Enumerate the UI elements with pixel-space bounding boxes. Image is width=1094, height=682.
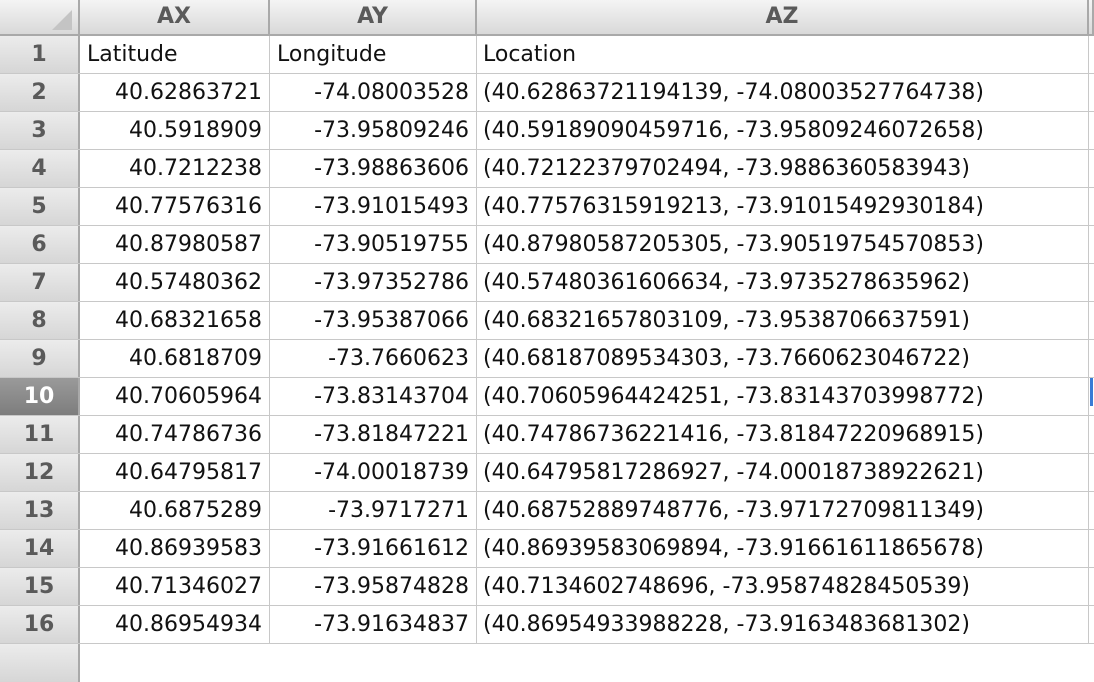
cell-location[interactable]: (40.77576315919213, -73.91015492930184) xyxy=(477,188,1089,225)
table-row: 6 40.87980587 -73.90519755 (40.879805872053… xyxy=(0,226,1094,264)
table-row: 9 40.6818709 -73.7660623 (40.68187089534303… xyxy=(0,340,1094,378)
row-header[interactable]: 6 xyxy=(0,226,80,263)
cell-latitude[interactable]: 40.86939583 xyxy=(80,530,270,567)
select-all-triangle-icon xyxy=(52,10,72,30)
table-row: 15 40.71346027 -73.95874828 (40.71346027486… xyxy=(0,568,1094,606)
cell-longitude[interactable]: -73.91015493 xyxy=(270,188,477,225)
cell-location[interactable]: (40.68321657803109, -73.9538706637591) xyxy=(477,302,1089,339)
cell-longitude[interactable]: Longitude xyxy=(270,36,477,73)
table-row: 11 40.74786736 -73.81847221 (40.74786736221… xyxy=(0,416,1094,454)
row-header[interactable]: 16 xyxy=(0,606,80,643)
cell-longitude[interactable]: -74.08003528 xyxy=(270,74,477,111)
cell-longitude[interactable]: -73.83143704 xyxy=(270,378,477,415)
cell-longitude[interactable]: -73.81847221 xyxy=(270,416,477,453)
cell-location[interactable]: (40.68752889748776, -73.97172709811349) xyxy=(477,492,1089,529)
cell-longitude[interactable]: -73.95874828 xyxy=(270,568,477,605)
cell-latitude[interactable]: 40.68321658 xyxy=(80,302,270,339)
cell-longitude[interactable]: -73.9717271 xyxy=(270,492,477,529)
cell-latitude[interactable]: 40.6818709 xyxy=(80,340,270,377)
cell-latitude[interactable]: 40.7212238 xyxy=(80,150,270,187)
cell-longitude[interactable]: -73.97352786 xyxy=(270,264,477,301)
cell-longitude[interactable]: -74.00018739 xyxy=(270,454,477,491)
grid-rows: 1 Latitude Longitude Location 2 40.62863721 -7… xyxy=(0,36,1094,644)
cell-longitude[interactable]: -73.95809246 xyxy=(270,112,477,149)
cell-location[interactable]: (40.87980587205305, -73.90519754570853) xyxy=(477,226,1089,263)
cell-location[interactable]: (40.57480361606634, -73.9735278635962) xyxy=(477,264,1089,301)
cell-location[interactable]: (40.68187089534303, -73.7660623046722) xyxy=(477,340,1089,377)
table-row: 10 40.70605964 -73.83143704 (40.70605964424… xyxy=(0,378,1094,416)
row-header[interactable]: 8 xyxy=(0,302,80,339)
cell-longitude[interactable]: -73.90519755 xyxy=(270,226,477,263)
cell-location[interactable]: Location xyxy=(477,36,1089,73)
cell-latitude[interactable]: 40.86954934 xyxy=(80,606,270,643)
table-row: 16 40.86954934 -73.91634837 (40.86954933988… xyxy=(0,606,1094,644)
column-header-ay[interactable]: AY xyxy=(270,0,477,34)
column-header-bar: AX AY AZ xyxy=(0,0,1094,36)
cell-location[interactable]: (40.70605964424251, -73.83143703998772) xyxy=(477,378,1089,415)
cell-latitude[interactable]: 40.6875289 xyxy=(80,492,270,529)
selection-indicator xyxy=(1090,378,1093,406)
cell-latitude[interactable]: 40.57480362 xyxy=(80,264,270,301)
cell-latitude[interactable]: 40.87980587 xyxy=(80,226,270,263)
table-row: 4 40.7212238 -73.98863606 (40.7212237970249… xyxy=(0,150,1094,188)
cell-latitude[interactable]: 40.5918909 xyxy=(80,112,270,149)
column-header-ax[interactable]: AX xyxy=(80,0,270,34)
table-row: 8 40.68321658 -73.95387066 (40.683216578031… xyxy=(0,302,1094,340)
row-header[interactable]: 2 xyxy=(0,74,80,111)
cell-latitude[interactable]: 40.77576316 xyxy=(80,188,270,225)
cell-latitude[interactable]: Latitude xyxy=(80,36,270,73)
row-header[interactable]: 4 xyxy=(0,150,80,187)
cell-latitude[interactable]: 40.64795817 xyxy=(80,454,270,491)
cell-longitude[interactable]: -73.7660623 xyxy=(270,340,477,377)
cell-location[interactable]: (40.64795817286927, -74.00018738922621) xyxy=(477,454,1089,491)
cell-latitude[interactable]: 40.74786736 xyxy=(80,416,270,453)
row-header[interactable]: 15 xyxy=(0,568,80,605)
cell-location[interactable]: (40.86939583069894, -73.91661611865678) xyxy=(477,530,1089,567)
table-row: 3 40.5918909 -73.95809246 (40.5918909045971… xyxy=(0,112,1094,150)
row-header[interactable]: 3 xyxy=(0,112,80,149)
row-header[interactable]: 13 xyxy=(0,492,80,529)
cell-longitude[interactable]: -73.91661612 xyxy=(270,530,477,567)
row-header[interactable]: 7 xyxy=(0,264,80,301)
cell-location[interactable]: (40.74786736221416, -73.81847220968915) xyxy=(477,416,1089,453)
cell-longitude[interactable]: -73.91634837 xyxy=(270,606,477,643)
row-header[interactable]: 10 xyxy=(0,378,80,415)
cell-location[interactable]: (40.86954933988228, -73.9163483681302) xyxy=(477,606,1089,643)
select-all-corner[interactable] xyxy=(0,0,80,34)
table-row: 14 40.86939583 -73.91661612 (40.86939583069… xyxy=(0,530,1094,568)
row-header[interactable]: 1 xyxy=(0,36,80,73)
row-header[interactable]: 11 xyxy=(0,416,80,453)
partial-row-17 xyxy=(0,644,1094,682)
table-row: 13 40.6875289 -73.9717271 (40.6875288974877… xyxy=(0,492,1094,530)
row-header[interactable]: 12 xyxy=(0,454,80,491)
row-header[interactable]: 14 xyxy=(0,530,80,567)
cell-location[interactable]: (40.59189090459716, -73.95809246072658) xyxy=(477,112,1089,149)
table-row: 5 40.77576316 -73.91015493 (40.775763159192… xyxy=(0,188,1094,226)
column-header-next[interactable] xyxy=(1089,0,1094,34)
cell-latitude[interactable]: 40.71346027 xyxy=(80,568,270,605)
table-row: 2 40.62863721 -74.08003528 (40.628637211941… xyxy=(0,74,1094,112)
cell-location[interactable]: (40.7134602748696, -73.95874828450539) xyxy=(477,568,1089,605)
cell-location[interactable]: (40.62863721194139, -74.08003527764738) xyxy=(477,74,1089,111)
cell-location[interactable]: (40.72122379702494, -73.9886360583943) xyxy=(477,150,1089,187)
table-row: 1 Latitude Longitude Location xyxy=(0,36,1094,74)
row-header-partial[interactable] xyxy=(0,644,80,682)
cell-longitude[interactable]: -73.95387066 xyxy=(270,302,477,339)
cell-latitude[interactable]: 40.70605964 xyxy=(80,378,270,415)
table-row: 7 40.57480362 -73.97352786 (40.574803616066… xyxy=(0,264,1094,302)
column-header-az[interactable]: AZ xyxy=(477,0,1089,34)
cell-latitude[interactable]: 40.62863721 xyxy=(80,74,270,111)
row-header[interactable]: 9 xyxy=(0,340,80,377)
row-header[interactable]: 5 xyxy=(0,188,80,225)
table-row: 12 40.64795817 -74.00018739 (40.64795817286… xyxy=(0,454,1094,492)
cell-longitude[interactable]: -73.98863606 xyxy=(270,150,477,187)
